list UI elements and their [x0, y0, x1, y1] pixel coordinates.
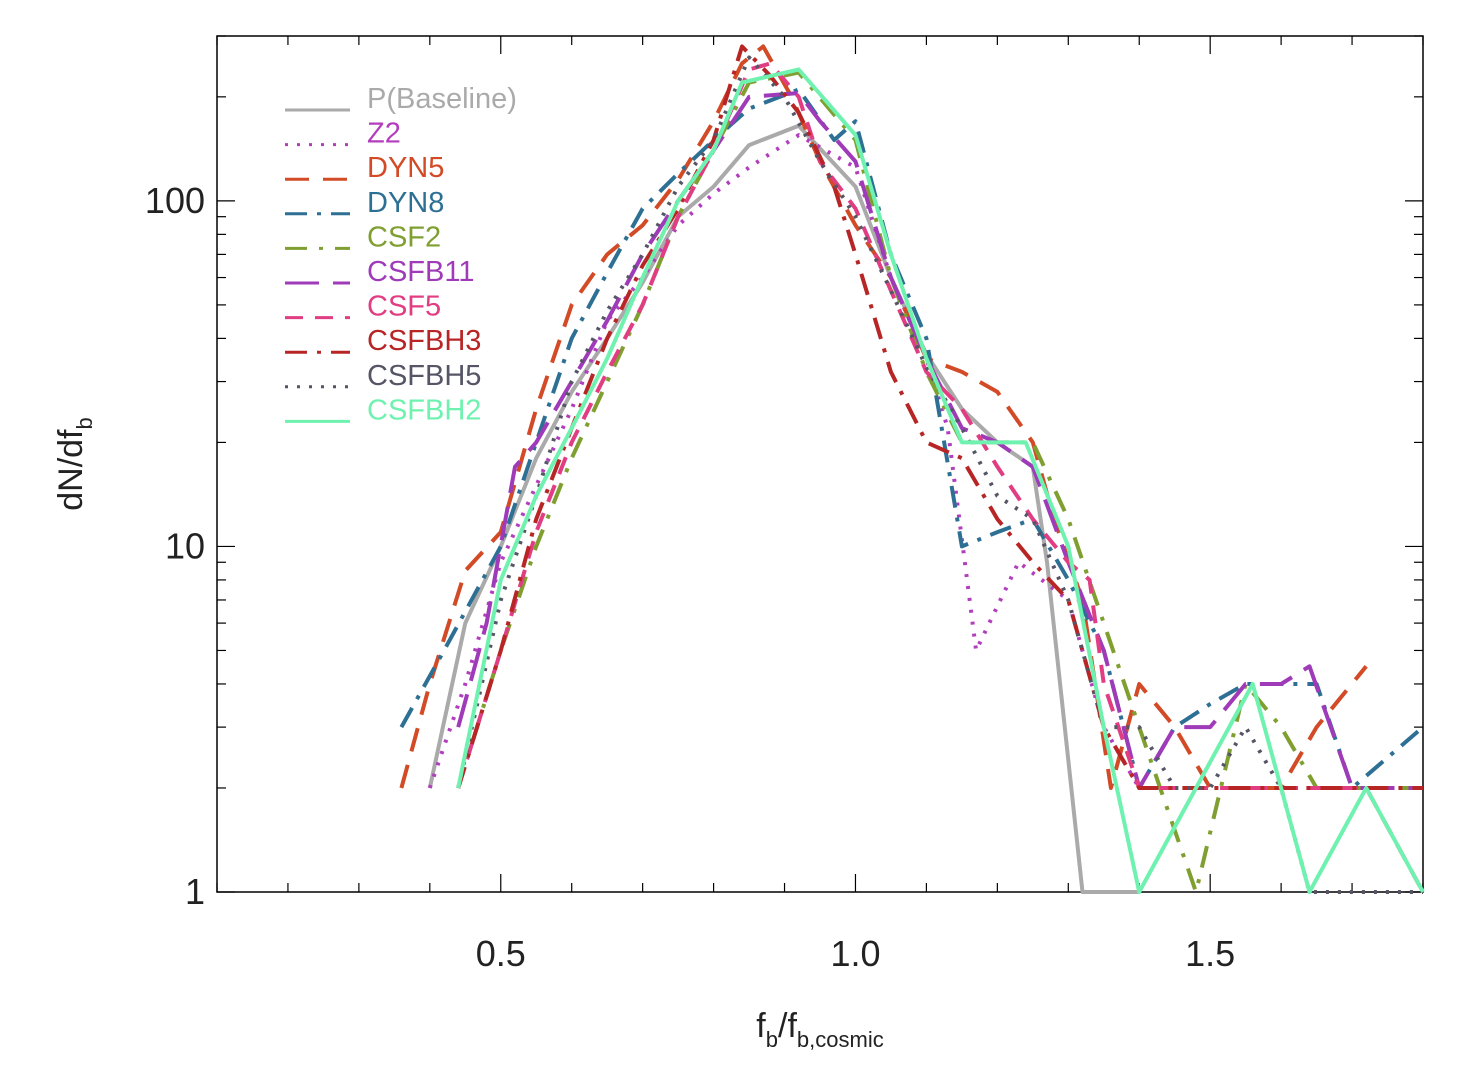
- series-line-csfb11: [456, 91, 1423, 790]
- x-axis-title: fb/fb,cosmic: [756, 1007, 883, 1052]
- y-tick-label: 100: [145, 180, 205, 221]
- legend-label: CSF2: [367, 221, 441, 253]
- series-line-p-baseline: [427, 123, 1140, 894]
- legend-label: CSF5: [367, 291, 441, 323]
- series-line-z2: [427, 133, 1141, 790]
- y-tick-label: 1: [185, 871, 205, 912]
- legend-label: CSFBH2: [367, 394, 481, 426]
- x-tick-label: 1.5: [1185, 933, 1235, 974]
- legend-label: P(Baseline): [367, 83, 517, 115]
- legend-label: CSFBH3: [367, 325, 481, 357]
- legend-label: CSFB11: [367, 256, 474, 288]
- series-line-dyn8: [399, 87, 1425, 790]
- series-line-csf5: [456, 61, 1425, 893]
- series-line-csfbh5: [456, 55, 1423, 894]
- series-line-dyn5: [399, 44, 1368, 790]
- legend-label: DYN8: [367, 187, 444, 219]
- x-tick-label: 0.5: [476, 933, 526, 974]
- legend-label: DYN5: [367, 152, 444, 184]
- tick-labels: 0.5 1.0 1.5 1 10 100: [145, 180, 1235, 974]
- legend: P(Baseline)Z2DYN5DYN8CSF2CSFB11CSF5CSFBH…: [285, 83, 517, 426]
- series-line-csf2: [456, 70, 1423, 894]
- y-tick-label: 10: [165, 525, 205, 566]
- x-tick-label: 1.0: [830, 933, 880, 974]
- series-layer: [399, 44, 1425, 894]
- legend-label: CSFBH5: [367, 360, 481, 392]
- y-axis-title: dN/dfb: [52, 417, 97, 511]
- series-line-csfbh2: [456, 67, 1425, 894]
- legend-label: Z2: [367, 118, 401, 150]
- series-line-csfbh3: [456, 44, 1423, 790]
- plot-frame: [216, 35, 1424, 893]
